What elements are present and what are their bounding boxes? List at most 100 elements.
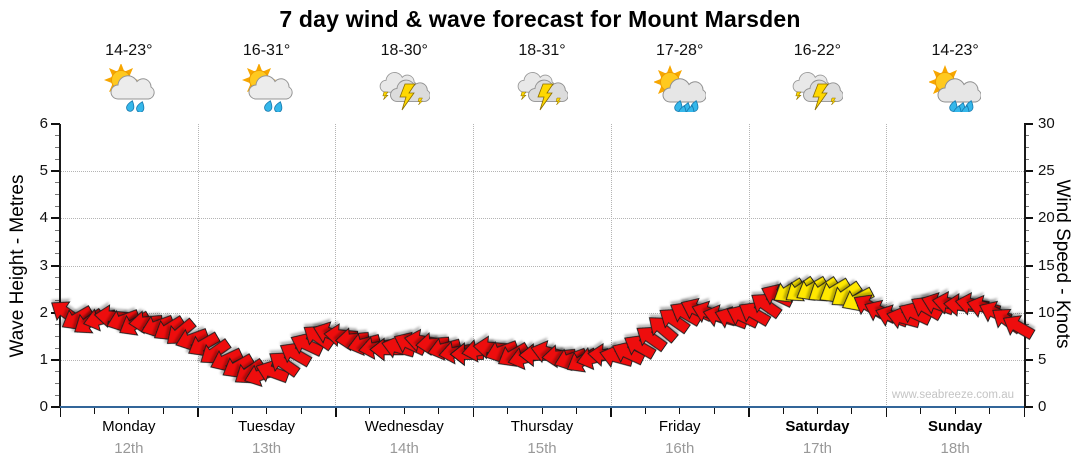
left-axis-major-tick: [51, 406, 60, 408]
x-axis-date-label: 15th: [527, 440, 557, 457]
left-axis-tick-label: 0: [39, 398, 48, 415]
temperature-label: 14-23°: [931, 42, 979, 59]
x-axis-day-label: Thursday: [510, 418, 574, 435]
left-axis-minor-tick: [55, 182, 60, 184]
left-axis-minor-tick: [55, 323, 60, 325]
left-axis-major-tick: [51, 358, 60, 361]
x-axis-tick: [920, 408, 922, 414]
right-axis-major-tick: [1024, 170, 1033, 173]
right-axis-minor-tick: [1024, 182, 1029, 184]
right-axis-major-tick: [1024, 406, 1033, 408]
x-axis-date-label: 18th: [940, 440, 970, 457]
page-title: 7 day wind & wave forecast for Mount Mar…: [279, 6, 801, 32]
x-axis-tick: [231, 408, 233, 414]
temperature-label: 17-28°: [656, 42, 704, 59]
left-axis-minor-tick: [55, 194, 60, 196]
x-axis-tick: [403, 408, 405, 414]
x-axis-tick: [713, 408, 715, 414]
x-axis-tick: [59, 408, 62, 417]
x-axis-date-label: 13th: [251, 440, 282, 457]
x-axis-tick: [93, 408, 95, 414]
x-axis-tick: [575, 408, 577, 414]
x-axis-tick: [816, 408, 818, 414]
right-axis-title: Wind Speed - Knots: [1052, 179, 1073, 349]
right-axis-tick-label: 15: [1038, 256, 1055, 274]
sun-cloud-rain-icon: [929, 64, 981, 112]
x-axis-tick: [610, 408, 612, 417]
right-axis-minor-tick: [1024, 323, 1029, 325]
left-axis-minor-tick: [55, 241, 60, 243]
x-axis-day-label: Wednesday: [364, 418, 444, 435]
right-axis-minor-tick: [1024, 276, 1029, 278]
x-axis-tick: [954, 408, 956, 414]
x-axis-day-label: Sunday: [928, 418, 983, 435]
left-axis-minor-tick: [55, 276, 60, 278]
right-axis-minor-tick: [1024, 229, 1029, 231]
thunderstorm-icon: [791, 64, 843, 112]
left-axis-minor-tick: [55, 300, 60, 302]
x-axis-date-label: 16th: [665, 440, 695, 457]
x-axis-tick: [782, 408, 784, 414]
x-axis-date-label: 17th: [802, 440, 833, 457]
left-axis-minor-tick: [55, 394, 60, 396]
right-axis-tick-label: 30: [1038, 115, 1055, 132]
right-axis-minor-tick: [1024, 135, 1029, 137]
x-axis-tick: [438, 408, 440, 414]
right-axis-major-tick: [1024, 217, 1033, 220]
horizontal-gridline: [60, 171, 1024, 173]
right-axis-minor-tick: [1024, 253, 1029, 255]
x-axis-tick: [369, 408, 371, 414]
right-axis-major-tick: [1024, 264, 1033, 267]
x-axis-day-label: Saturday: [785, 418, 850, 435]
left-axis-tick-label: 2: [39, 303, 48, 321]
x-axis-tick: [300, 408, 302, 414]
left-axis-tick-label: 6: [39, 115, 48, 132]
temperature-label: 18-31°: [518, 42, 566, 59]
x-axis-day-label: Monday: [102, 418, 156, 435]
left-axis-minor-tick: [55, 206, 60, 208]
left-axis-tick-label: 5: [39, 162, 48, 180]
left-axis-major-tick: [51, 170, 60, 173]
right-axis-minor-tick: [1024, 347, 1029, 349]
right-axis-minor-tick: [1024, 394, 1029, 396]
x-axis-tick: [989, 408, 991, 414]
temperature-label: 14-23°: [105, 42, 153, 59]
right-axis-tick-label: 5: [1038, 350, 1047, 368]
x-axis-tick: [541, 408, 543, 414]
right-axis-minor-tick: [1024, 300, 1029, 302]
temperature-label: 18-30°: [380, 42, 428, 59]
horizontal-gridline: [60, 265, 1024, 267]
left-axis-tick-label: 4: [39, 209, 48, 227]
x-axis-tick: [644, 408, 646, 414]
right-axis-minor-tick: [1024, 206, 1029, 208]
right-axis-major-tick: [1024, 358, 1033, 361]
x-axis-tick: [679, 408, 681, 414]
right-axis-tick-label: 10: [1038, 303, 1055, 321]
x-axis-tick: [162, 408, 164, 414]
left-axis-title: Wave Height - Metres: [7, 174, 28, 358]
x-axis-tick: [266, 408, 268, 414]
temperature-label: 16-31°: [242, 42, 291, 59]
right-axis-minor-tick: [1024, 147, 1029, 149]
left-axis-minor-tick: [55, 229, 60, 231]
right-axis-minor-tick: [1024, 241, 1029, 243]
x-axis-day-label: Friday: [658, 418, 701, 435]
right-axis-minor-tick: [1024, 371, 1029, 373]
horizontal-gridline: [60, 312, 1024, 314]
x-axis-day-label: Tuesday: [238, 418, 296, 435]
x-axis-date-label: 12th: [114, 440, 144, 457]
thunderstorm-icon: [378, 64, 430, 112]
left-axis-minor-tick: [55, 371, 60, 373]
x-axis-tick: [1023, 408, 1026, 417]
x-axis-tick: [128, 408, 130, 414]
right-axis-line: [1024, 124, 1026, 407]
right-axis-major-tick: [1024, 311, 1033, 314]
wind-arrow-group: [44, 271, 1039, 392]
x-axis-tick: [472, 408, 475, 417]
left-axis-tick-label: 1: [39, 350, 48, 368]
left-axis-minor-tick: [55, 135, 60, 137]
right-axis-minor-tick: [1024, 158, 1029, 160]
left-axis-major-tick: [51, 217, 60, 220]
left-axis-minor-tick: [55, 335, 60, 337]
